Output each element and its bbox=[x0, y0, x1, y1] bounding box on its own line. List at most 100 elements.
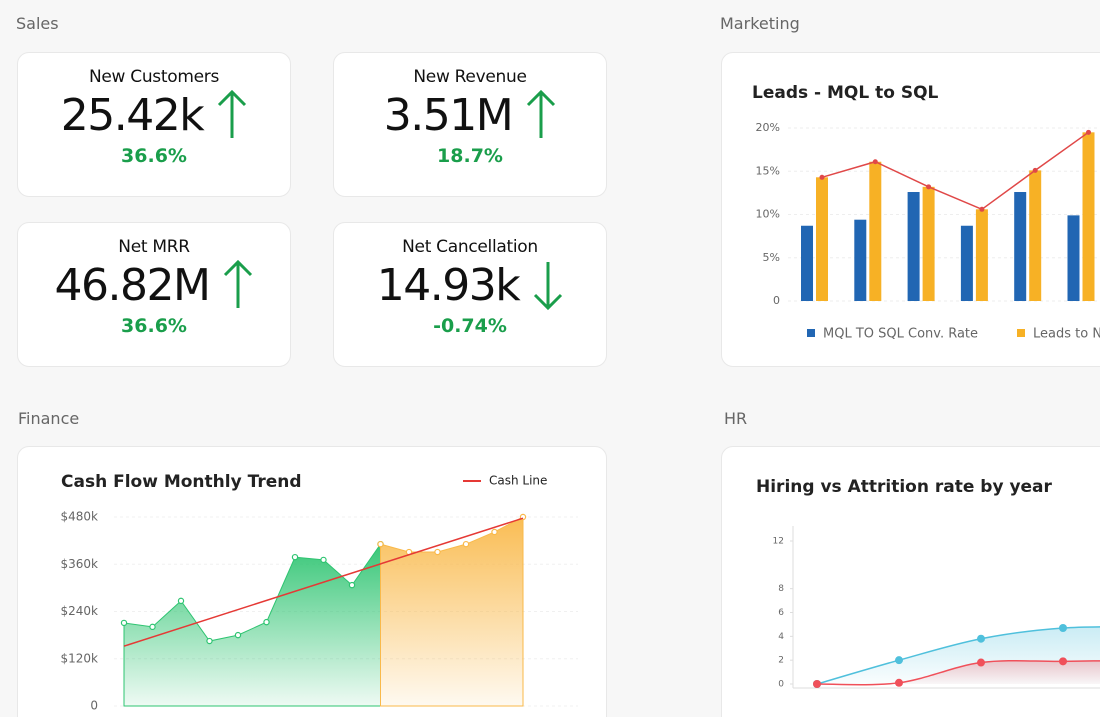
legend-label: Leads to Ne bbox=[1033, 327, 1100, 342]
chart-title: Cash Flow Monthly Trend bbox=[61, 472, 302, 492]
point bbox=[234, 631, 242, 639]
y-tick-label: 10% bbox=[756, 208, 780, 221]
bar bbox=[975, 209, 988, 301]
y-tick-label: 0 bbox=[90, 699, 98, 713]
bar bbox=[922, 186, 935, 301]
chart-card: Leads - MQL to SQL 0 5% 10% 15% 20% MQL TO SQL… bbox=[721, 52, 1100, 367]
trend-line bbox=[123, 517, 524, 647]
chart: Hiring vs Attrition rate by year 0 2 4 6 8 12 bbox=[756, 477, 1100, 690]
bar bbox=[801, 225, 813, 301]
point bbox=[491, 528, 498, 536]
point bbox=[895, 678, 903, 687]
kpi-value: 14.93k bbox=[376, 259, 521, 311]
area bbox=[380, 516, 524, 707]
y-tick-label: 5% bbox=[763, 251, 780, 264]
chart: Leads - MQL to SQL 0 5% 10% 15% 20% MQL TO SQL… bbox=[752, 83, 1100, 342]
kpi-label: New Customers bbox=[88, 67, 220, 87]
arrow-head bbox=[224, 259, 253, 277]
kpi-change: 36.6% bbox=[121, 145, 187, 167]
kpi-row: 14.93k bbox=[377, 259, 563, 311]
point bbox=[462, 540, 470, 548]
point bbox=[348, 581, 356, 589]
trend-arrow bbox=[224, 259, 253, 308]
line-point bbox=[1086, 129, 1091, 135]
legend-label: MQL TO SQL Conv. Rate bbox=[823, 327, 978, 342]
y-tick-label: 4 bbox=[778, 632, 784, 642]
point bbox=[895, 656, 903, 665]
y-tick-label: $480k bbox=[61, 510, 99, 524]
y-tick-label: 0 bbox=[778, 680, 784, 690]
legend-swatch bbox=[1017, 329, 1025, 337]
bar bbox=[907, 192, 920, 301]
point bbox=[149, 623, 156, 631]
chart-title: Leads - MQL to SQL bbox=[752, 83, 939, 103]
y-tick-label: $360k bbox=[61, 557, 99, 571]
line-point bbox=[819, 174, 825, 180]
line-point bbox=[872, 159, 878, 165]
line bbox=[821, 131, 1089, 211]
point bbox=[813, 680, 821, 688]
kpi-value: 3.51M bbox=[383, 89, 514, 141]
kpi-change: 36.6% bbox=[121, 315, 187, 337]
kpi-label: New Revenue bbox=[413, 67, 527, 87]
point bbox=[977, 658, 985, 667]
point bbox=[377, 540, 384, 548]
y-tick-label: 2 bbox=[778, 656, 784, 666]
line-point bbox=[926, 184, 932, 190]
kpi-card: Net MRR 46.82M 36.6% bbox=[17, 222, 291, 367]
area bbox=[123, 542, 381, 707]
bar bbox=[1067, 215, 1080, 301]
line-point bbox=[979, 206, 985, 212]
kpi-card: New Revenue 3.51M 18.7% bbox=[333, 52, 607, 197]
bar bbox=[854, 219, 867, 301]
kpi-change: -0.74% bbox=[433, 315, 507, 337]
section-title: Marketing bbox=[720, 14, 800, 33]
kpi-value: 46.82M bbox=[54, 259, 211, 311]
y-tick-label: 6 bbox=[778, 608, 784, 618]
kpi-row: 46.82M bbox=[55, 259, 254, 311]
kpi-change: 18.7% bbox=[437, 145, 503, 167]
kpi-row: 25.42k bbox=[61, 89, 247, 141]
y-tick-label: 15% bbox=[756, 164, 780, 177]
point bbox=[177, 597, 185, 605]
legend-label: Cash Line bbox=[489, 474, 547, 488]
point bbox=[977, 634, 985, 643]
y-tick-label: 12 bbox=[773, 537, 784, 547]
legend-swatch bbox=[807, 329, 815, 337]
y-tick-label: 0 bbox=[773, 294, 780, 307]
trend-arrow bbox=[527, 89, 556, 138]
section-title: Finance bbox=[18, 409, 80, 428]
area-fill bbox=[817, 660, 1100, 685]
kpi-card: Net Cancellation 14.93k -0.74% bbox=[333, 222, 607, 367]
point bbox=[1059, 657, 1067, 666]
line-point bbox=[1032, 167, 1038, 173]
bar bbox=[816, 177, 828, 301]
point bbox=[206, 637, 213, 645]
section-title: Sales bbox=[16, 14, 59, 33]
kpi-value: 25.42k bbox=[60, 89, 205, 141]
point bbox=[120, 619, 128, 627]
bar bbox=[869, 161, 882, 301]
y-tick-label: 8 bbox=[778, 584, 784, 594]
kpi-row: 3.51M bbox=[384, 89, 556, 141]
chart-title: Hiring vs Attrition rate by year bbox=[756, 477, 1053, 497]
kpi-label: Net Cancellation bbox=[402, 237, 538, 257]
arrow-head bbox=[527, 89, 556, 107]
chart-card: Cash Flow Monthly Trend 0 $120k $240k $360k $… bbox=[17, 446, 607, 717]
kpi-label: Net MRR bbox=[118, 237, 190, 257]
bar bbox=[1082, 132, 1095, 301]
point bbox=[263, 618, 270, 626]
point bbox=[1059, 623, 1067, 632]
y-tick-label: 20% bbox=[756, 121, 780, 134]
trend-arrow bbox=[534, 262, 563, 311]
kpi-card: New Customers 25.42k 36.6% bbox=[17, 52, 291, 197]
chart-card: Hiring vs Attrition rate by year 0 2 4 6 8 12 bbox=[721, 446, 1100, 717]
point bbox=[291, 553, 299, 561]
trend-arrow bbox=[218, 89, 247, 138]
arrow-head bbox=[218, 89, 247, 107]
point bbox=[320, 556, 327, 564]
bar bbox=[1014, 192, 1027, 301]
y-tick-label: $240k bbox=[61, 604, 99, 618]
bar bbox=[1029, 170, 1042, 301]
